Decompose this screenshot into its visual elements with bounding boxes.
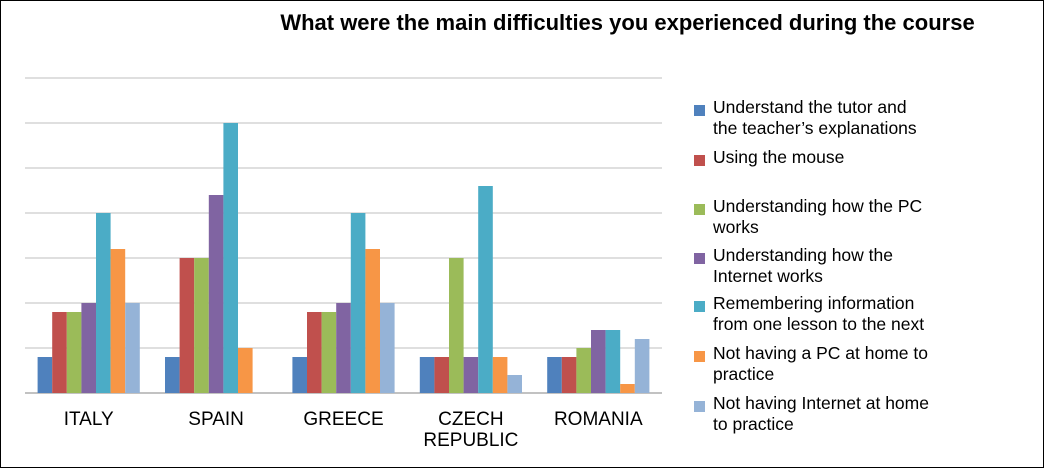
bar-italy-series-6: [110, 249, 126, 393]
x-tick-label: ITALY: [64, 409, 114, 430]
bar-spain-series-6: [238, 348, 253, 393]
bar-czech-republic-series-2: [434, 357, 449, 393]
bar-romania-series-4: [591, 330, 606, 393]
x-tick-label: CZECH: [438, 409, 503, 430]
bar-czech-republic-series-3: [449, 258, 464, 393]
x-tick-label: GREECE: [303, 409, 383, 430]
legend-swatch: [694, 105, 705, 116]
bar-romania-series-3: [576, 348, 591, 393]
bar-romania-series-5: [605, 330, 621, 393]
legend-swatch: [694, 351, 705, 362]
bar-italy-series-4: [81, 303, 96, 393]
bar-italy-series-5: [96, 213, 111, 393]
bar-greece-series-3: [321, 312, 337, 393]
legend-label: Using the mouse: [713, 147, 845, 167]
legend-swatch: [694, 301, 705, 312]
legend-swatch: [694, 253, 705, 264]
legend-label: Remembering information from one lesson t…: [713, 293, 925, 334]
x-tick-label: REPUBLIC: [423, 430, 518, 451]
bar-greece-series-5: [350, 213, 366, 393]
bar-czech-republic-series-7: [507, 375, 522, 393]
bar-greece-series-7: [380, 303, 395, 393]
bar-romania-series-2: [561, 357, 577, 393]
legend-label: Understand the tutor and the teacher’s ex…: [713, 97, 917, 138]
bar-spain-series-4: [208, 195, 224, 393]
bar-spain-series-1: [165, 357, 180, 393]
bar-spain-series-2: [179, 258, 195, 393]
bar-greece-series-6: [365, 249, 380, 393]
bar-czech-republic-series-4: [463, 357, 479, 393]
bar-czech-republic-series-5: [478, 186, 493, 393]
bar-italy-series-3: [66, 312, 82, 393]
chart-title: What were the main difficulties you expe…: [280, 10, 975, 35]
bar-czech-republic-series-1: [419, 357, 435, 393]
legend-swatch: [694, 155, 705, 166]
legend-swatch: [694, 401, 705, 412]
bar-italy-series-7: [125, 303, 140, 393]
x-tick-label: ROMANIA: [554, 409, 643, 430]
legend-swatch: [694, 204, 705, 215]
bar-spain-series-5: [223, 123, 238, 393]
bar-greece-series-1: [292, 357, 307, 393]
legend-label: Not having Internet at home to practice: [713, 393, 929, 434]
bar-greece-series-2: [307, 312, 322, 393]
legend-label: Understanding how the PC works: [713, 196, 923, 237]
bar-spain-series-3: [194, 258, 209, 393]
bar-romania-series-6: [620, 384, 635, 393]
bars: [37, 123, 650, 393]
bar-italy-series-1: [37, 357, 53, 393]
bar-czech-republic-series-6: [492, 357, 508, 393]
legend-label: Not having a PC at home to practice: [713, 343, 928, 384]
bar-romania-series-7: [634, 339, 650, 393]
bar-italy-series-2: [52, 312, 67, 393]
bar-greece-series-4: [336, 303, 351, 393]
x-tick-label: SPAIN: [188, 409, 244, 430]
legend-label: Understanding how the Internet works: [713, 245, 893, 286]
bar-romania-series-1: [547, 357, 562, 393]
